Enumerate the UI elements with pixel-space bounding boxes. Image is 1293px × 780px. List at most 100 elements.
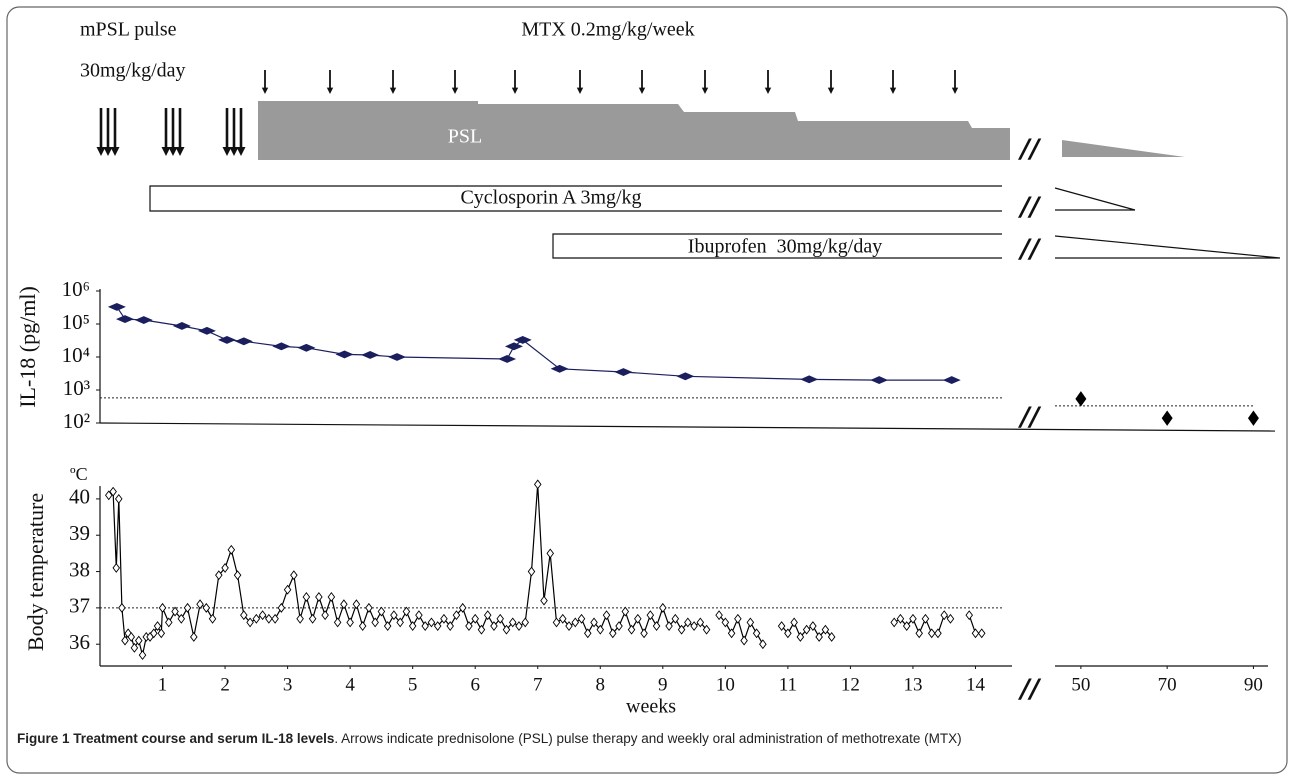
- data-point: [158, 602, 167, 613]
- y-tick-label: 10³: [63, 376, 90, 400]
- series-line: [108, 484, 982, 656]
- data-point: [521, 617, 529, 628]
- x-tick-label: 50: [1071, 674, 1090, 695]
- data-point: [258, 610, 267, 621]
- mpsl-arrow-head: [110, 147, 120, 156]
- data-point: [290, 570, 298, 581]
- x-tick-label: 7: [533, 674, 543, 695]
- data-point: [183, 602, 192, 613]
- y-tick-label: 40: [69, 485, 90, 509]
- data-point: [221, 562, 229, 573]
- y-tick-label: 39: [69, 521, 90, 545]
- data-point: [427, 617, 436, 628]
- data-point: [627, 624, 636, 635]
- data-point: [890, 617, 898, 628]
- data-point: [513, 335, 532, 344]
- data-point: [565, 621, 573, 631]
- data-point: [504, 342, 523, 351]
- data-point: [590, 617, 598, 628]
- data-point: [784, 628, 792, 639]
- data-point: [116, 315, 135, 324]
- data-point: [118, 602, 126, 613]
- data-point: [358, 621, 367, 631]
- data-point: [977, 628, 986, 639]
- data-point: [138, 650, 147, 661]
- x-tick-label: 9: [658, 674, 668, 695]
- data-point: [802, 624, 811, 635]
- data-point: [215, 570, 223, 581]
- data-point: [652, 621, 661, 631]
- ibuprofen-label: Ibuprofen 30mg/kg/day: [688, 236, 882, 258]
- mpsl-arrow-head: [229, 147, 239, 156]
- data-point: [615, 621, 623, 631]
- mtx-arrow-head: [261, 87, 269, 94]
- data-point: [446, 621, 454, 631]
- data-point: [909, 613, 917, 624]
- data-point: [265, 613, 273, 624]
- data-point: [107, 302, 126, 311]
- data-point: [1161, 410, 1173, 426]
- data-point: [609, 628, 617, 639]
- y-axis-title: IL-18 (pg/ml): [15, 286, 40, 408]
- data-point: [690, 621, 698, 631]
- data-point: [1247, 410, 1259, 426]
- mpsl-label: mPSL pulse: [80, 19, 177, 41]
- data-point: [584, 628, 592, 639]
- data-point: [896, 613, 905, 624]
- cyclosporin-taper: [1054, 187, 1136, 211]
- data-point: [552, 617, 561, 628]
- data-point: [821, 624, 830, 635]
- data-point: [390, 610, 398, 621]
- data-point: [921, 613, 930, 624]
- data-point: [942, 376, 961, 385]
- data-point: [734, 613, 742, 624]
- y-tick-label: 10⁴: [62, 343, 90, 367]
- mpsl-arrow-head: [96, 147, 106, 156]
- x-tick-label: 6: [470, 674, 480, 695]
- mpsl-arrow-head: [168, 147, 178, 156]
- data-point: [715, 610, 723, 621]
- x-tick-label: 14: [966, 674, 986, 695]
- data-point: [340, 599, 348, 610]
- x-tick-label: 2: [220, 674, 230, 695]
- data-point: [297, 343, 316, 352]
- data-point: [333, 617, 342, 628]
- data-point: [315, 592, 323, 602]
- data-point: [302, 592, 311, 602]
- mtx-arrow-head: [389, 87, 397, 94]
- data-point: [272, 342, 291, 351]
- data-point: [308, 613, 317, 624]
- data-point: [671, 613, 680, 624]
- x-tick-label: 10: [716, 674, 735, 695]
- y-tick-label: 10⁵: [62, 310, 90, 334]
- mtx-arrow-head: [638, 87, 646, 94]
- data-point: [433, 621, 442, 631]
- data-point: [796, 631, 805, 642]
- mtx-arrow-head: [764, 87, 772, 94]
- mtx-arrow-head: [451, 87, 459, 94]
- data-point: [388, 353, 407, 361]
- x-tick-label: 70: [1158, 674, 1177, 695]
- data-point: [621, 606, 630, 617]
- data-point: [465, 621, 473, 631]
- data-point: [127, 631, 136, 642]
- data-point: [1075, 391, 1087, 407]
- ibuprofen-taper: [1054, 235, 1281, 259]
- caption-text: . Arrows indicate prednisolone (PSL) pul…: [334, 731, 962, 746]
- cyclosporin-label: Cyclosporin A 3mg/kg: [460, 187, 641, 209]
- data-point: [533, 479, 542, 490]
- data-point: [150, 628, 158, 639]
- data-point: [759, 639, 767, 650]
- data-point: [361, 351, 380, 359]
- data-point: [383, 621, 392, 631]
- mtx-arrow-head: [701, 87, 709, 94]
- data-point: [902, 621, 911, 631]
- caption: Figure 1 Treatment course and serum IL-1…: [17, 730, 1279, 748]
- data-point: [550, 364, 569, 373]
- data-point: [283, 584, 292, 595]
- psl-bar: [258, 101, 1010, 160]
- data-point: [171, 606, 179, 617]
- data-point: [870, 376, 889, 385]
- data-point: [915, 628, 923, 639]
- data-point: [746, 617, 755, 628]
